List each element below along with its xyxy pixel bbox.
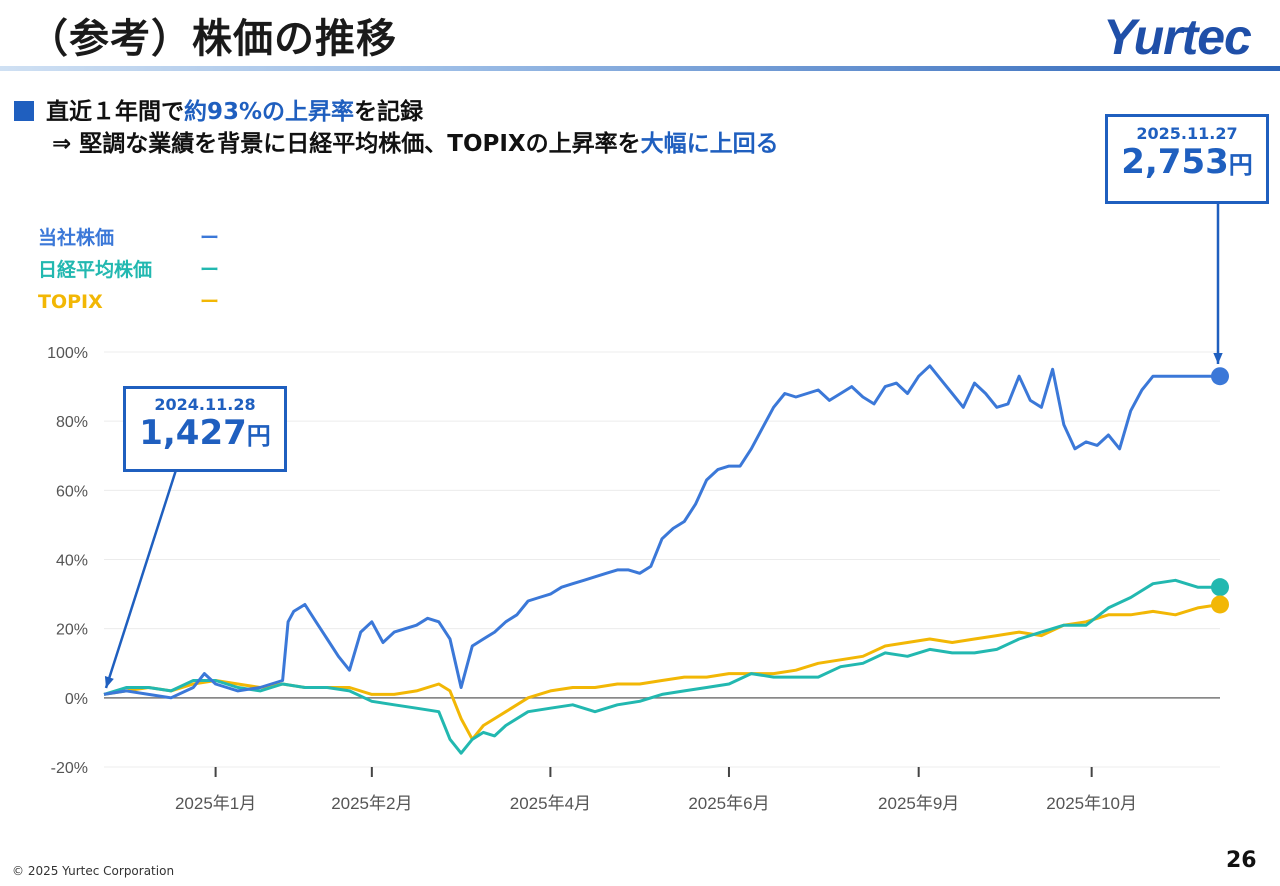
legend-item-topix: TOPIX ー (38, 286, 219, 318)
chart-legend: 当社株価ー 日経平均株価ー TOPIX ー (38, 222, 219, 318)
legend-label: TOPIX (38, 291, 103, 313)
y-tick-label: 80% (56, 414, 88, 431)
y-tick-label: 0% (65, 691, 88, 708)
copyright-footer: © 2025 Yurtec Corporation (12, 864, 175, 878)
x-tick-label: 2025年4月 (510, 794, 591, 813)
x-tick-label: 2025年2月 (331, 794, 412, 813)
bullet1-text: 直近１年間で (46, 99, 184, 125)
callout-value-row: 1,427円 (126, 414, 284, 455)
series-line-1 (103, 578, 1220, 755)
x-tick-label: 2025年9月 (878, 794, 959, 813)
start-price-callout: 2024.11.28 1,427円 (123, 386, 287, 472)
series-line-2 (103, 603, 1221, 741)
legend-line-icon: ー (200, 291, 220, 313)
callout-value-row: 2,753円 (1108, 143, 1266, 184)
page-number: 26 (1226, 848, 1257, 873)
square-bullet-icon (14, 101, 34, 121)
x-tick-label: 2025年10月 (1046, 794, 1137, 813)
legend-item-company: 当社株価 ー (38, 222, 219, 254)
company-logo: Yurtec (1103, 9, 1253, 65)
end-callout-arrow-head (1213, 352, 1223, 364)
callout-unit: 円 (1228, 151, 1253, 179)
start-callout-arrow-head (104, 676, 114, 688)
series-end-point-1 (1211, 578, 1229, 597)
page-title: （参考）株価の推移 (28, 16, 397, 62)
y-tick-label: 100% (47, 345, 88, 362)
series-end-point-0 (1211, 367, 1229, 386)
x-tick-label: 2025年6月 (688, 794, 769, 813)
legend-label: 日経平均株価 (38, 259, 153, 281)
y-tick-label: 40% (56, 553, 88, 570)
y-tick-label: 20% (56, 622, 88, 639)
header-rule (0, 66, 1280, 71)
callout-date: 2025.11.27 (1136, 124, 1238, 143)
callout-date: 2024.11.28 (154, 395, 256, 414)
x-tick-label: 2025年1月 (175, 794, 256, 813)
y-tick-label: -20% (51, 760, 88, 777)
start-callout-arrow-line (104, 469, 178, 689)
callout-unit: 円 (246, 422, 271, 450)
bullet1-highlight: 約93%の上昇率 (184, 99, 355, 125)
bullet1-suffix: を記録 (354, 99, 424, 125)
y-tick-label: 60% (56, 483, 88, 500)
callout-value: 1,427 (139, 413, 247, 453)
bullet2-highlight: 大幅に上回る (640, 131, 779, 157)
legend-label: 当社株価 (38, 227, 115, 249)
legend-item-nikkei: 日経平均株価 ー (38, 254, 219, 286)
series-line-0 (103, 364, 1220, 700)
legend-line-icon: ー (200, 227, 220, 249)
legend-line-icon: ー (200, 259, 220, 281)
sub-bullet: ⇒ 堅調な業績を背景に日経平均株価、TOPIXの上昇率を大幅に上回る (52, 124, 779, 158)
series-end-point-2 (1211, 595, 1229, 614)
headline-bullet: 直近１年間で約93%の上昇率を記録 (14, 92, 423, 126)
company-logo-text: Yurtec (1103, 9, 1252, 65)
callout-value: 2,753 (1121, 142, 1229, 182)
bullet2-text: ⇒ 堅調な業績を背景に日経平均株価、TOPIXの上昇率を (52, 131, 641, 157)
end-price-callout: 2025.11.27 2,753円 (1105, 114, 1269, 204)
